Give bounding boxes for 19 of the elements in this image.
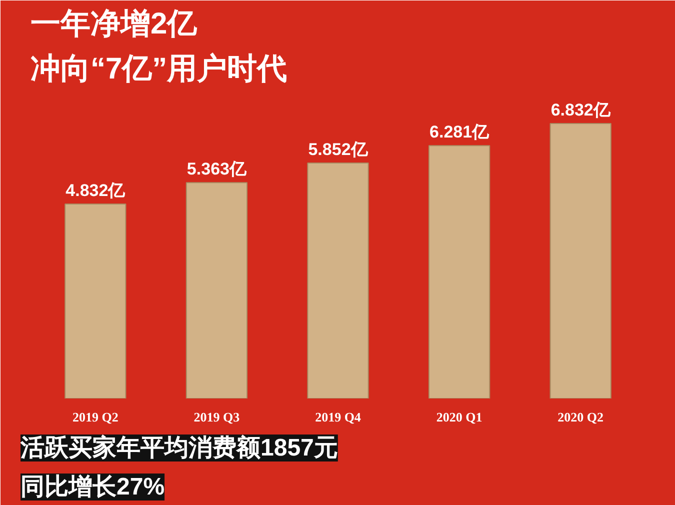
bar [550, 123, 612, 398]
data-label: 4.832亿 [66, 181, 126, 200]
data-label: 6.281亿 [430, 122, 490, 142]
bar [186, 182, 248, 398]
x-tick-label: 2020 Q2 [558, 410, 604, 424]
text: 活跃买家年平均消费额1857元 [20, 434, 338, 462]
data-label: 6.832亿 [550, 100, 612, 120]
data-label: 5.363亿 [186, 160, 248, 179]
bar [64, 204, 126, 398]
data-label: 5.852亿 [308, 140, 369, 159]
chart-subtitle: 冲向“7亿”用户时代 [30, 52, 288, 86]
x-tick-label: 2019 Q2 [72, 410, 118, 424]
x-tick-label: 2020 Q1 [436, 410, 482, 424]
bar [428, 145, 490, 398]
bar [307, 162, 369, 398]
text: 同比增长27% [20, 474, 165, 500]
x-tick-label: 2019 Q3 [194, 410, 240, 424]
chart-title: 一年净增2亿 [30, 8, 198, 40]
x-tick-label: 2019 Q4 [315, 410, 362, 424]
